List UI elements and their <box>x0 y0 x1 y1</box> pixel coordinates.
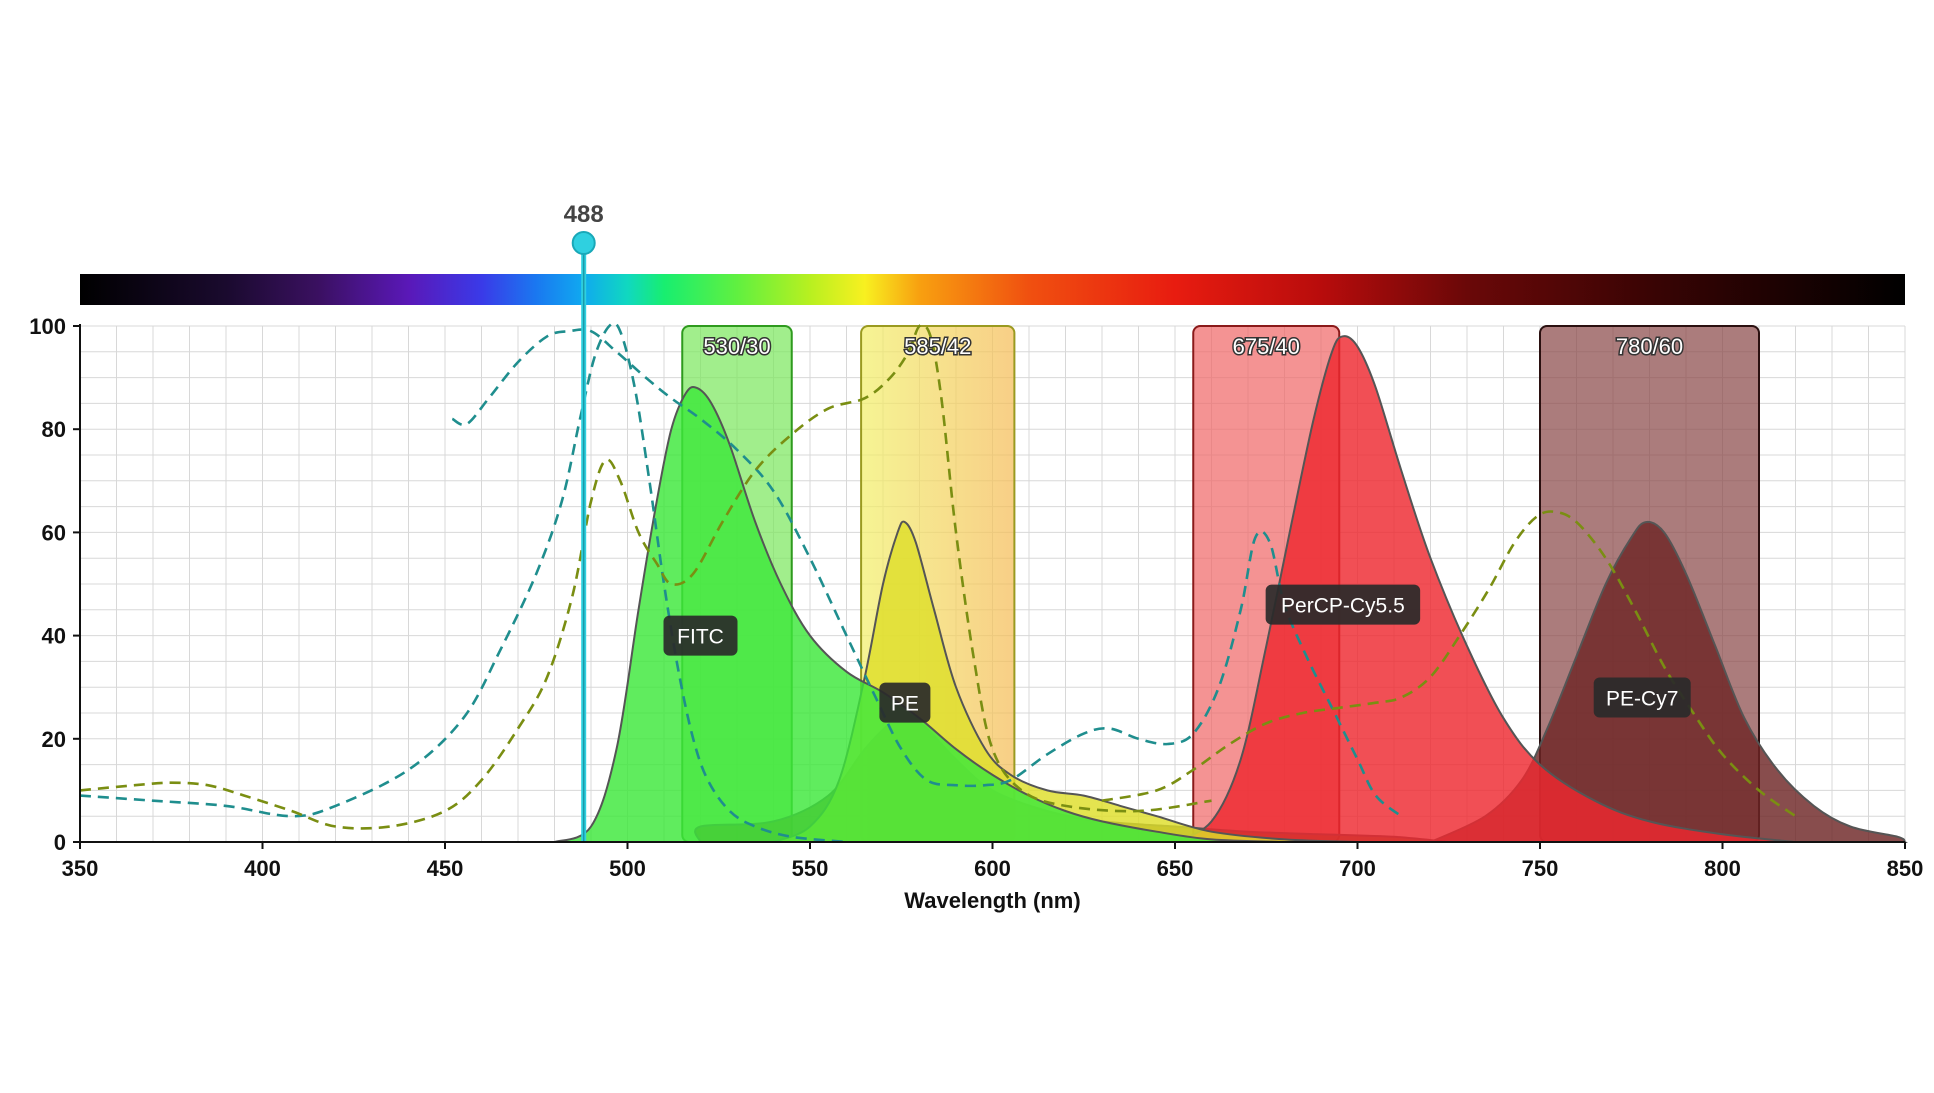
excitation-fitc-excitation <box>79 321 847 844</box>
x-tick-label: 600 <box>974 856 1011 881</box>
labels: 530/30 585/42 675/40 780/60 PE-Cy7 PerCP-Cy5.… <box>663 333 1691 723</box>
dye-label-pe-cy7-box <box>1593 677 1691 718</box>
emission-percp-cy5-5 <box>1171 335 1796 843</box>
x-tick-label: 550 <box>792 856 829 881</box>
y-tick-label: 0 <box>54 830 66 855</box>
dye-label-fitc-box <box>663 615 738 656</box>
x-tick-label: 850 <box>1887 856 1924 881</box>
dye-label-percp-cy5-5: PerCP-Cy5.5 <box>1281 595 1405 618</box>
filter-label-675-40: 675/40 <box>1233 334 1300 359</box>
x-tick-label: 750 <box>1522 856 1559 881</box>
dye-label-pe: PE <box>891 693 919 716</box>
excitation-percp-excitation <box>451 328 1403 818</box>
laser-label: 488 <box>564 201 604 228</box>
laser-line[interactable]: 488 <box>564 201 604 842</box>
spectrum-color-bar <box>80 274 1905 305</box>
dye-label-percp-cy5-5-box <box>1265 584 1421 625</box>
excitation-pe-excitation <box>79 323 1212 830</box>
dye-label-pe-box <box>879 682 931 723</box>
y-tick-label: 20 <box>42 727 66 752</box>
x-tick-label: 450 <box>427 856 464 881</box>
laser-handle[interactable] <box>571 231 596 255</box>
emission-fitc <box>554 385 1285 843</box>
x-tick-label: 500 <box>609 856 646 881</box>
y-tick-label: 100 <box>29 314 66 339</box>
filter-label-780-60: 780/60 <box>1616 334 1683 359</box>
x-tick-label: 700 <box>1339 856 1376 881</box>
x-tick-label: 650 <box>1157 856 1194 881</box>
dye-label-pe-cy7: PE-Cy7 <box>1606 688 1678 711</box>
y-tick-label: 40 <box>42 624 66 649</box>
filter-label-585-42: 585/42 <box>904 334 971 359</box>
axes: 350 400 450 500 550 600 650 700 750 800 850 0 20 40 60… <box>29 314 1923 913</box>
x-tick-label: 800 <box>1704 856 1741 881</box>
y-tick-label: 80 <box>42 417 66 442</box>
filter-label-530-30: 530/30 <box>703 334 770 359</box>
x-tick-label: 350 <box>62 856 99 881</box>
x-tick-label: 400 <box>244 856 281 881</box>
dye-label-fitc: FITC <box>677 626 724 649</box>
x-axis-title: Wavelength (nm) <box>904 888 1080 913</box>
y-tick-label: 60 <box>42 520 66 545</box>
